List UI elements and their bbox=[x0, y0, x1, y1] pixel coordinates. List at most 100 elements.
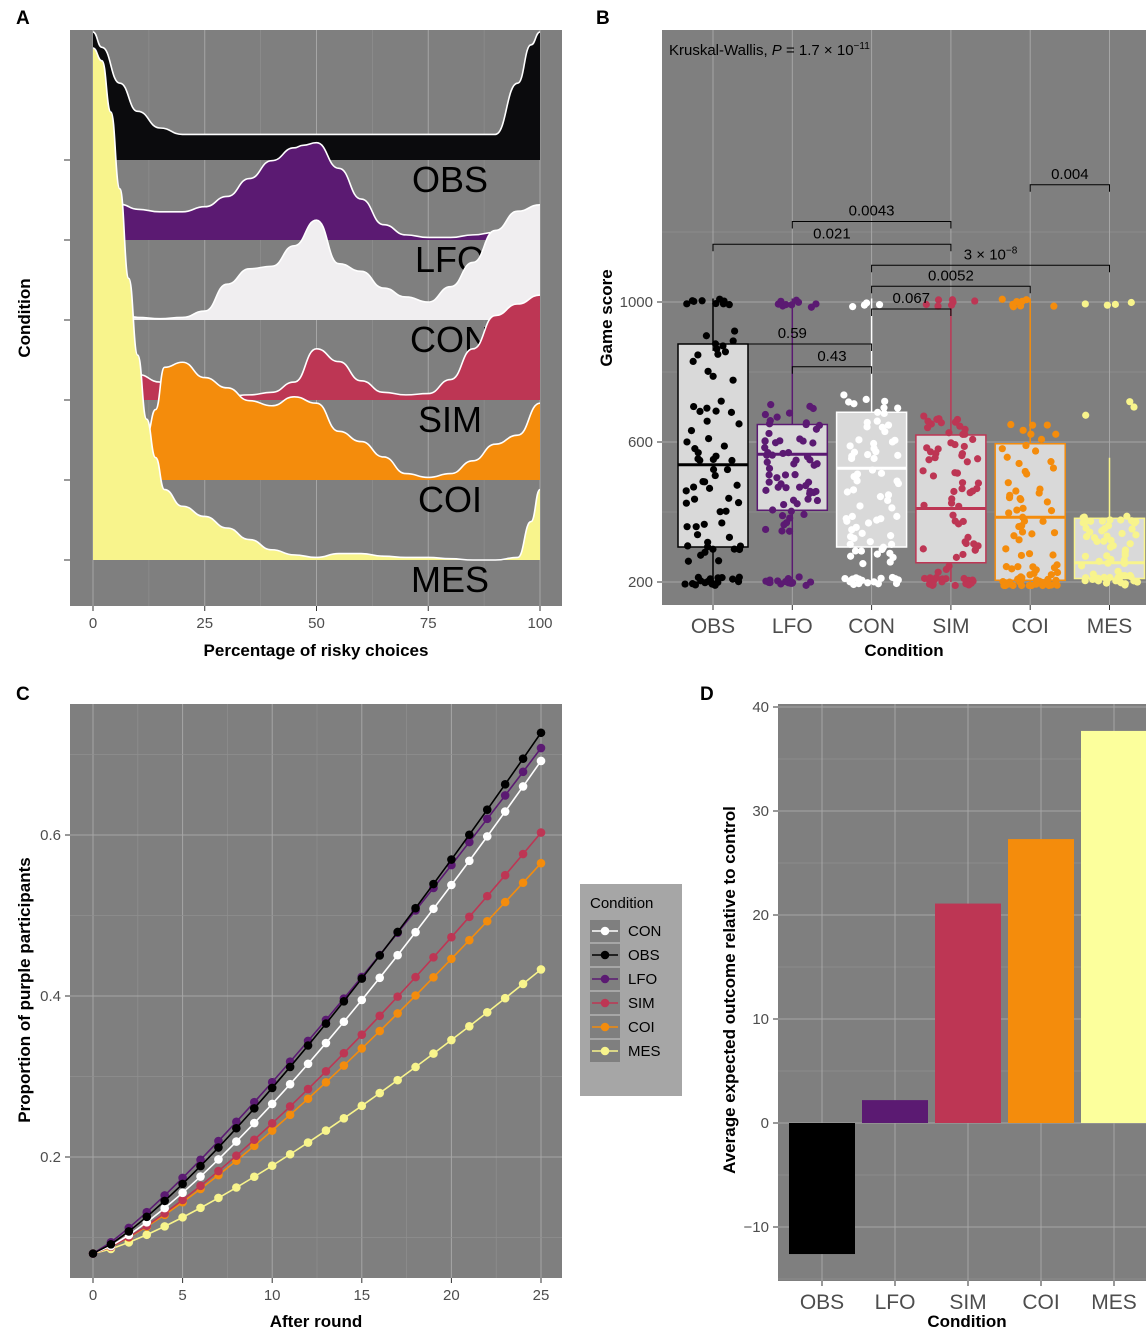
point-coi bbox=[518, 878, 528, 888]
data-point bbox=[931, 454, 939, 462]
point-mes bbox=[232, 1183, 241, 1192]
data-point bbox=[1098, 517, 1106, 525]
data-point bbox=[1114, 567, 1122, 575]
data-point bbox=[948, 495, 956, 503]
data-point bbox=[919, 467, 927, 475]
data-point bbox=[1007, 420, 1015, 429]
data-point bbox=[870, 454, 878, 463]
data-point bbox=[715, 557, 723, 565]
point-obs bbox=[303, 1041, 313, 1050]
point-sim bbox=[536, 828, 546, 837]
data-point bbox=[1032, 566, 1040, 574]
data-point bbox=[1043, 498, 1051, 506]
data-point bbox=[762, 486, 770, 494]
data-point bbox=[857, 547, 866, 555]
point-obs bbox=[393, 927, 402, 937]
data-point bbox=[1087, 517, 1095, 525]
point-con bbox=[267, 1099, 277, 1109]
point-sim bbox=[285, 1102, 295, 1111]
point-mes bbox=[429, 1049, 438, 1058]
data-point bbox=[694, 351, 702, 359]
data-point bbox=[971, 297, 979, 305]
bar-mes bbox=[1081, 730, 1146, 1123]
significance-bracket bbox=[871, 264, 1110, 273]
data-point bbox=[888, 504, 896, 512]
data-point bbox=[1002, 563, 1010, 571]
data-point bbox=[846, 442, 854, 450]
data-point bbox=[850, 472, 858, 481]
data-point bbox=[721, 348, 730, 356]
legend-label: MES bbox=[628, 1043, 661, 1060]
y-tick-label: 10 bbox=[752, 1011, 769, 1028]
significance-bracket bbox=[1029, 184, 1110, 192]
data-point bbox=[925, 456, 933, 464]
x-tick-label: 50 bbox=[308, 615, 325, 632]
panel-label-b: B bbox=[596, 8, 610, 29]
legend-key-point bbox=[600, 974, 610, 984]
data-point bbox=[1111, 300, 1119, 308]
significance-bracket bbox=[871, 285, 1031, 294]
panel-label-a: A bbox=[16, 8, 30, 29]
data-point bbox=[1127, 517, 1136, 525]
data-point bbox=[1028, 581, 1036, 590]
data-point bbox=[683, 438, 691, 446]
data-point bbox=[1053, 568, 1062, 577]
data-point bbox=[952, 553, 960, 561]
data-point bbox=[765, 464, 774, 473]
significance-bracket bbox=[712, 343, 873, 351]
data-point bbox=[851, 547, 860, 555]
data-point bbox=[1077, 562, 1086, 570]
ridge-label-coi: COI bbox=[418, 479, 482, 520]
x-tick-label: 100 bbox=[527, 615, 552, 632]
data-point bbox=[718, 519, 726, 527]
data-point bbox=[782, 484, 790, 492]
data-point bbox=[843, 488, 851, 496]
data-point bbox=[761, 444, 769, 452]
point-sim bbox=[465, 912, 474, 922]
point-mes bbox=[196, 1203, 205, 1213]
y-tick-label: 40 bbox=[752, 699, 769, 716]
data-point bbox=[1025, 550, 1034, 558]
data-point bbox=[846, 532, 855, 541]
data-point bbox=[1047, 507, 1056, 515]
data-point bbox=[964, 533, 972, 542]
data-point bbox=[947, 439, 955, 447]
bracket-label-exponent: −8 bbox=[1006, 245, 1018, 256]
data-point bbox=[1095, 557, 1103, 565]
y-tick-label: 200 bbox=[628, 574, 653, 591]
x-axis-title: After round bbox=[270, 1312, 363, 1331]
panel-d: −10 0 10 20 30 40 OBS LFO SIM COI MES Condition Aver… bbox=[720, 699, 1146, 1331]
bar-sim bbox=[935, 903, 1001, 1123]
ridge-coi bbox=[93, 362, 540, 480]
data-point bbox=[708, 580, 716, 588]
data-point bbox=[1090, 534, 1099, 542]
data-point bbox=[1003, 453, 1011, 461]
data-point bbox=[962, 539, 970, 548]
data-point bbox=[1043, 421, 1051, 429]
point-mes bbox=[142, 1230, 152, 1240]
point-obs bbox=[339, 996, 349, 1006]
data-point bbox=[945, 562, 953, 570]
data-point bbox=[800, 510, 808, 519]
point-coi bbox=[429, 973, 438, 982]
data-point bbox=[733, 481, 741, 489]
data-point bbox=[1005, 578, 1014, 586]
data-point bbox=[1027, 430, 1035, 438]
ridge-outline-mes bbox=[92, 47, 541, 561]
bar-obs bbox=[789, 1123, 855, 1255]
x-tick-label: 10 bbox=[264, 1287, 281, 1304]
data-point bbox=[847, 454, 856, 463]
data-point bbox=[704, 538, 712, 546]
data-point bbox=[807, 303, 816, 311]
data-point bbox=[955, 502, 963, 510]
data-point bbox=[1047, 458, 1055, 466]
data-point bbox=[1010, 532, 1018, 540]
data-point bbox=[802, 581, 810, 589]
point-obs bbox=[285, 1062, 295, 1072]
data-point bbox=[868, 466, 877, 474]
data-point bbox=[809, 404, 817, 413]
point-sim bbox=[178, 1195, 187, 1205]
x-tick-label: LFO bbox=[772, 615, 813, 638]
point-sim bbox=[518, 849, 528, 859]
panel-label-c: C bbox=[16, 684, 30, 705]
